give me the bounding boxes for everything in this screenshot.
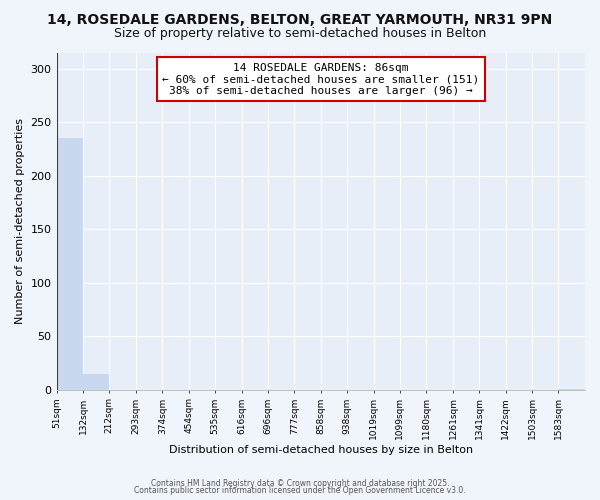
Text: 14, ROSEDALE GARDENS, BELTON, GREAT YARMOUTH, NR31 9PN: 14, ROSEDALE GARDENS, BELTON, GREAT YARM…: [47, 12, 553, 26]
Text: Size of property relative to semi-detached houses in Belton: Size of property relative to semi-detach…: [114, 28, 486, 40]
Bar: [56, 138, 83, 390]
Y-axis label: Number of semi-detached properties: Number of semi-detached properties: [15, 118, 25, 324]
Bar: [559, 388, 585, 390]
Text: Contains HM Land Registry data © Crown copyright and database right 2025.: Contains HM Land Registry data © Crown c…: [151, 478, 449, 488]
Text: Contains public sector information licensed under the Open Government Licence v3: Contains public sector information licen…: [134, 486, 466, 495]
Text: 14 ROSEDALE GARDENS: 86sqm
← 60% of semi-detached houses are smaller (151)
38% o: 14 ROSEDALE GARDENS: 86sqm ← 60% of semi…: [162, 62, 479, 96]
X-axis label: Distribution of semi-detached houses by size in Belton: Distribution of semi-detached houses by …: [169, 445, 473, 455]
Bar: [83, 374, 109, 390]
